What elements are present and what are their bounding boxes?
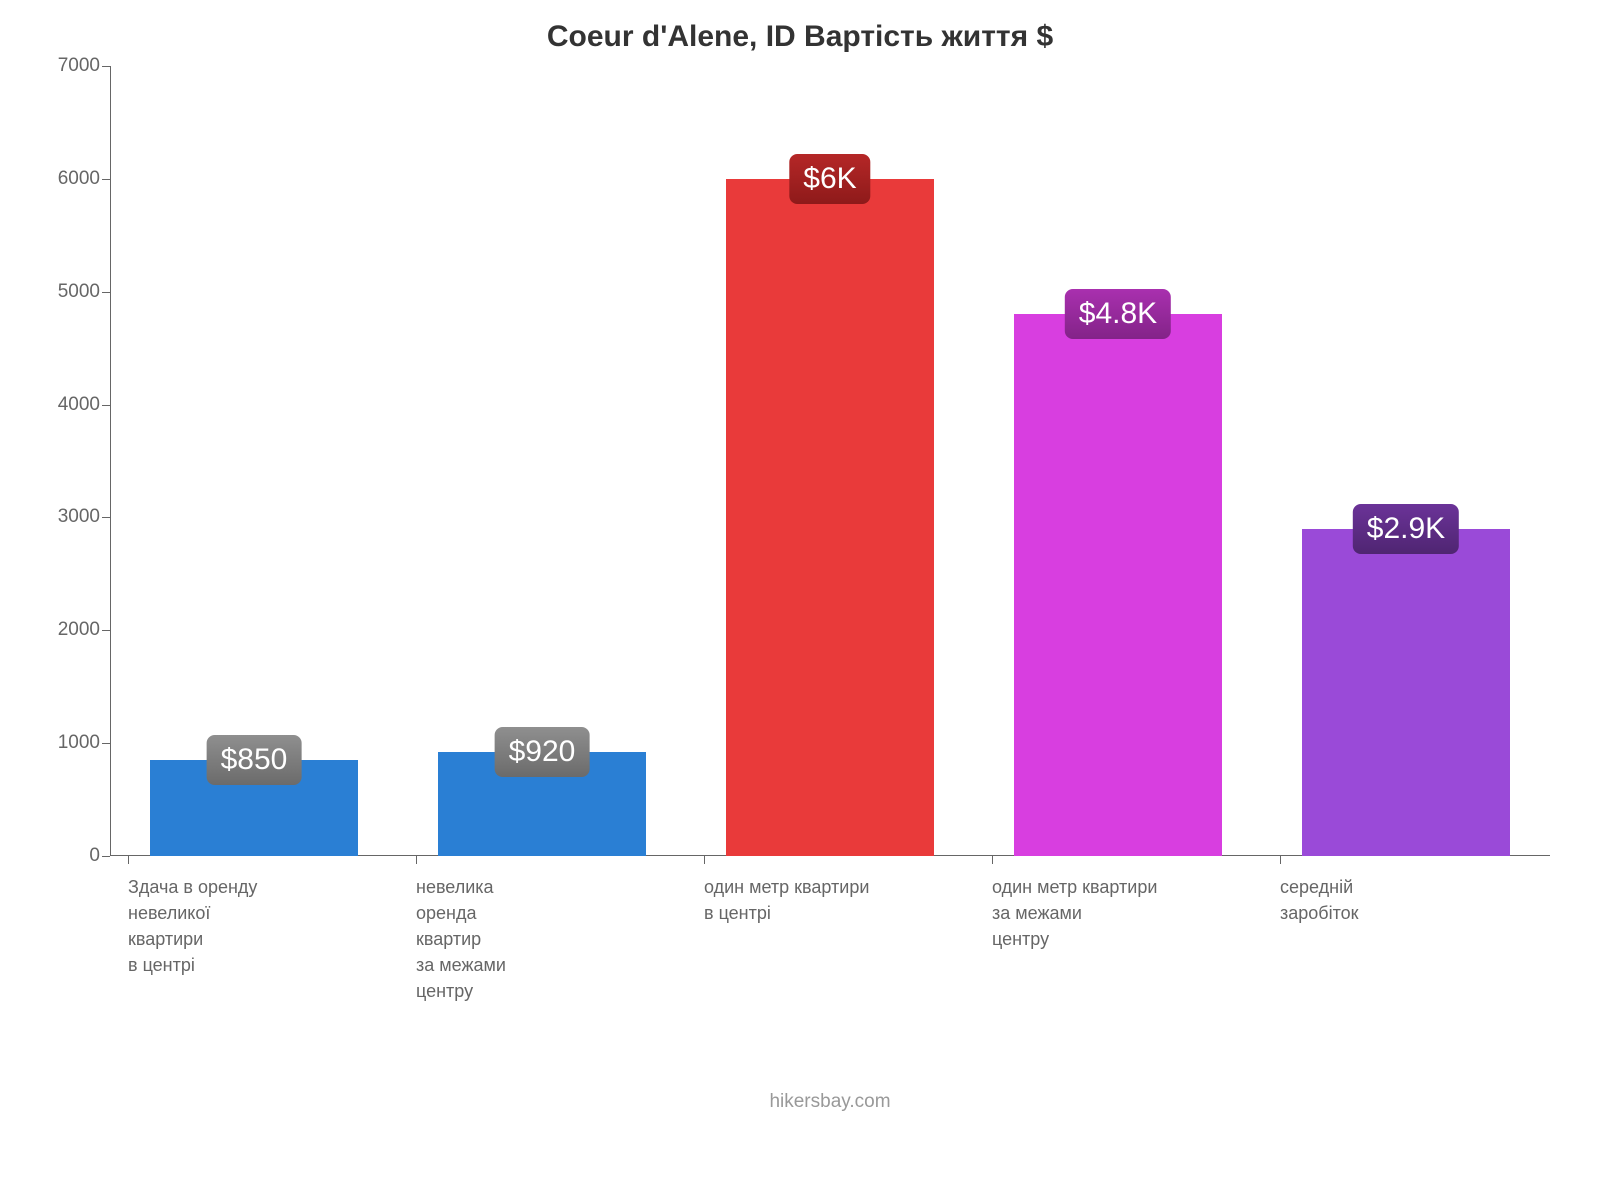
y-tick-mark [102,66,110,67]
x-label-slot: один метр квартирив центрі [686,856,974,1004]
x-labels-group: Здача в орендуневеликоїквартирив центрі н… [110,856,1550,1004]
bar: $850 [150,760,357,856]
x-tick-mark [416,856,417,864]
y-tick-mark [102,405,110,406]
chart-container: Coeur d'Alene, ID Вартість життя $ $850$… [40,20,1560,1180]
x-category-label: Здача в орендуневеликоїквартирив центрі [128,874,380,978]
bar: $4.8K [1014,314,1221,856]
y-tick-mark [102,743,110,744]
bar-value-badge: $2.9K [1353,504,1459,554]
attribution-text: hikersbay.com [110,1091,1550,1113]
bar-slot: $850 [110,66,398,856]
x-label-slot: Здача в орендуневеликоїквартирив центрі [110,856,398,1004]
x-tick-mark [704,856,705,864]
bars-group: $850 $920 $6K $4.8K $2.9K [110,66,1550,856]
y-tick-mark [102,856,110,857]
bar-value-badge: $850 [207,735,302,785]
y-tick-mark [102,630,110,631]
x-category-label: середнійзаробіток [1280,874,1532,926]
bar: $920 [438,752,645,856]
plot-area: $850$920$6K$4.8K$2.9K 010002000300040005… [110,66,1550,856]
bar-slot: $6K [686,66,974,856]
chart-title: Coeur d'Alene, ID Вартість життя $ [40,20,1560,54]
bar-slot: $2.9K [1262,66,1550,856]
bar-value-badge: $920 [495,727,590,777]
x-category-label: один метр квартириза межамицентру [992,874,1244,952]
x-tick-mark [128,856,129,864]
bar: $2.9K [1302,529,1509,856]
bar-slot: $920 [398,66,686,856]
x-tick-mark [1280,856,1281,864]
x-label-slot: один метр квартириза межамицентру [974,856,1262,1004]
x-label-slot: середнійзаробіток [1262,856,1550,1004]
bar: $6K [726,179,933,856]
bar-slot: $4.8K [974,66,1262,856]
bar-value-badge: $4.8K [1065,289,1171,339]
y-tick-mark [102,179,110,180]
bar-value-badge: $6K [789,154,870,204]
x-category-label: один метр квартирив центрі [704,874,956,926]
y-tick-mark [102,292,110,293]
x-label-slot: невеликаорендаквартирза межамицентру [398,856,686,1004]
x-tick-mark [992,856,993,864]
x-category-label: невеликаорендаквартирза межамицентру [416,874,668,1004]
y-tick-mark [102,517,110,518]
